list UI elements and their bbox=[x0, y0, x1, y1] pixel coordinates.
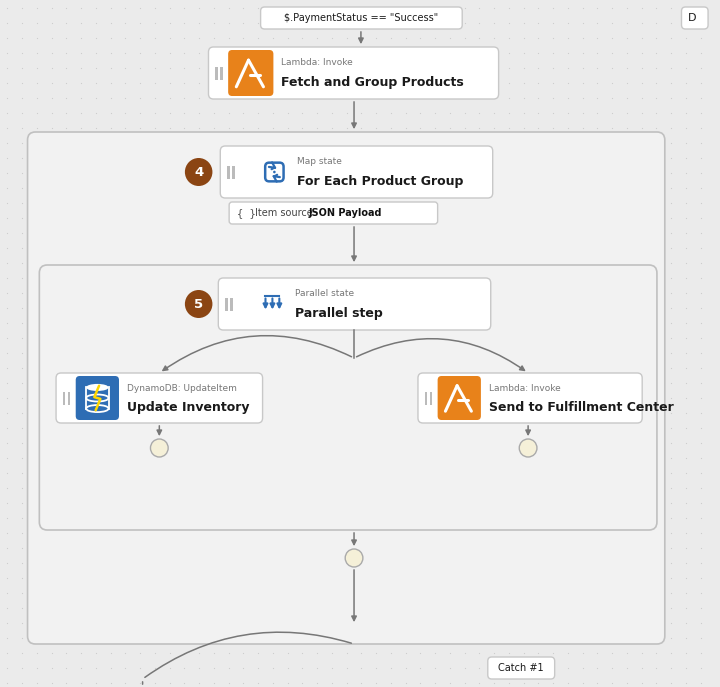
Bar bbox=[63, 392, 66, 405]
Text: Catch #1: Catch #1 bbox=[498, 663, 544, 673]
FancyBboxPatch shape bbox=[261, 7, 462, 29]
Ellipse shape bbox=[86, 384, 109, 391]
FancyBboxPatch shape bbox=[229, 202, 438, 224]
Text: Update Inventory: Update Inventory bbox=[127, 401, 249, 414]
Text: { }: { } bbox=[237, 208, 256, 218]
FancyBboxPatch shape bbox=[438, 376, 481, 420]
Bar bbox=[232, 166, 235, 179]
Bar bbox=[425, 392, 427, 405]
Text: DynamoDB: UpdateItem: DynamoDB: UpdateItem bbox=[127, 383, 237, 392]
Bar bbox=[220, 67, 222, 80]
FancyBboxPatch shape bbox=[265, 163, 284, 181]
Text: $.PaymentStatus == "Success": $.PaymentStatus == "Success" bbox=[284, 13, 438, 23]
Text: Parallel step: Parallel step bbox=[295, 307, 383, 320]
Bar bbox=[68, 392, 71, 405]
Bar bbox=[430, 392, 432, 405]
FancyBboxPatch shape bbox=[682, 7, 708, 29]
Text: JSON Payload: JSON Payload bbox=[309, 208, 382, 218]
FancyBboxPatch shape bbox=[220, 146, 492, 198]
Circle shape bbox=[185, 158, 212, 186]
FancyBboxPatch shape bbox=[40, 265, 657, 530]
Circle shape bbox=[345, 549, 363, 567]
Circle shape bbox=[273, 170, 276, 173]
Text: Item source:: Item source: bbox=[255, 208, 319, 218]
Text: Map state: Map state bbox=[297, 157, 342, 166]
Text: Fetch and Group Products: Fetch and Group Products bbox=[282, 76, 464, 89]
FancyBboxPatch shape bbox=[228, 50, 274, 96]
Bar bbox=[215, 67, 218, 80]
Text: For Each Product Group: For Each Product Group bbox=[297, 175, 464, 188]
FancyBboxPatch shape bbox=[487, 657, 554, 679]
Text: D: D bbox=[688, 13, 696, 23]
Text: 4: 4 bbox=[194, 166, 203, 179]
FancyBboxPatch shape bbox=[218, 278, 491, 330]
Text: Parallel state: Parallel state bbox=[295, 289, 354, 298]
FancyBboxPatch shape bbox=[209, 47, 499, 99]
Text: Lambda: Invoke: Lambda: Invoke bbox=[489, 383, 560, 392]
Text: Lambda: Invoke: Lambda: Invoke bbox=[282, 58, 353, 67]
Circle shape bbox=[185, 290, 212, 318]
Text: Send to Fulfillment Center: Send to Fulfillment Center bbox=[489, 401, 673, 414]
Circle shape bbox=[150, 439, 168, 457]
FancyBboxPatch shape bbox=[56, 373, 263, 423]
FancyBboxPatch shape bbox=[27, 132, 665, 644]
Text: 5: 5 bbox=[194, 297, 203, 311]
FancyBboxPatch shape bbox=[418, 373, 642, 423]
Circle shape bbox=[519, 439, 537, 457]
FancyBboxPatch shape bbox=[76, 376, 119, 420]
Bar bbox=[228, 166, 230, 179]
Bar bbox=[225, 297, 228, 311]
Bar bbox=[230, 297, 233, 311]
